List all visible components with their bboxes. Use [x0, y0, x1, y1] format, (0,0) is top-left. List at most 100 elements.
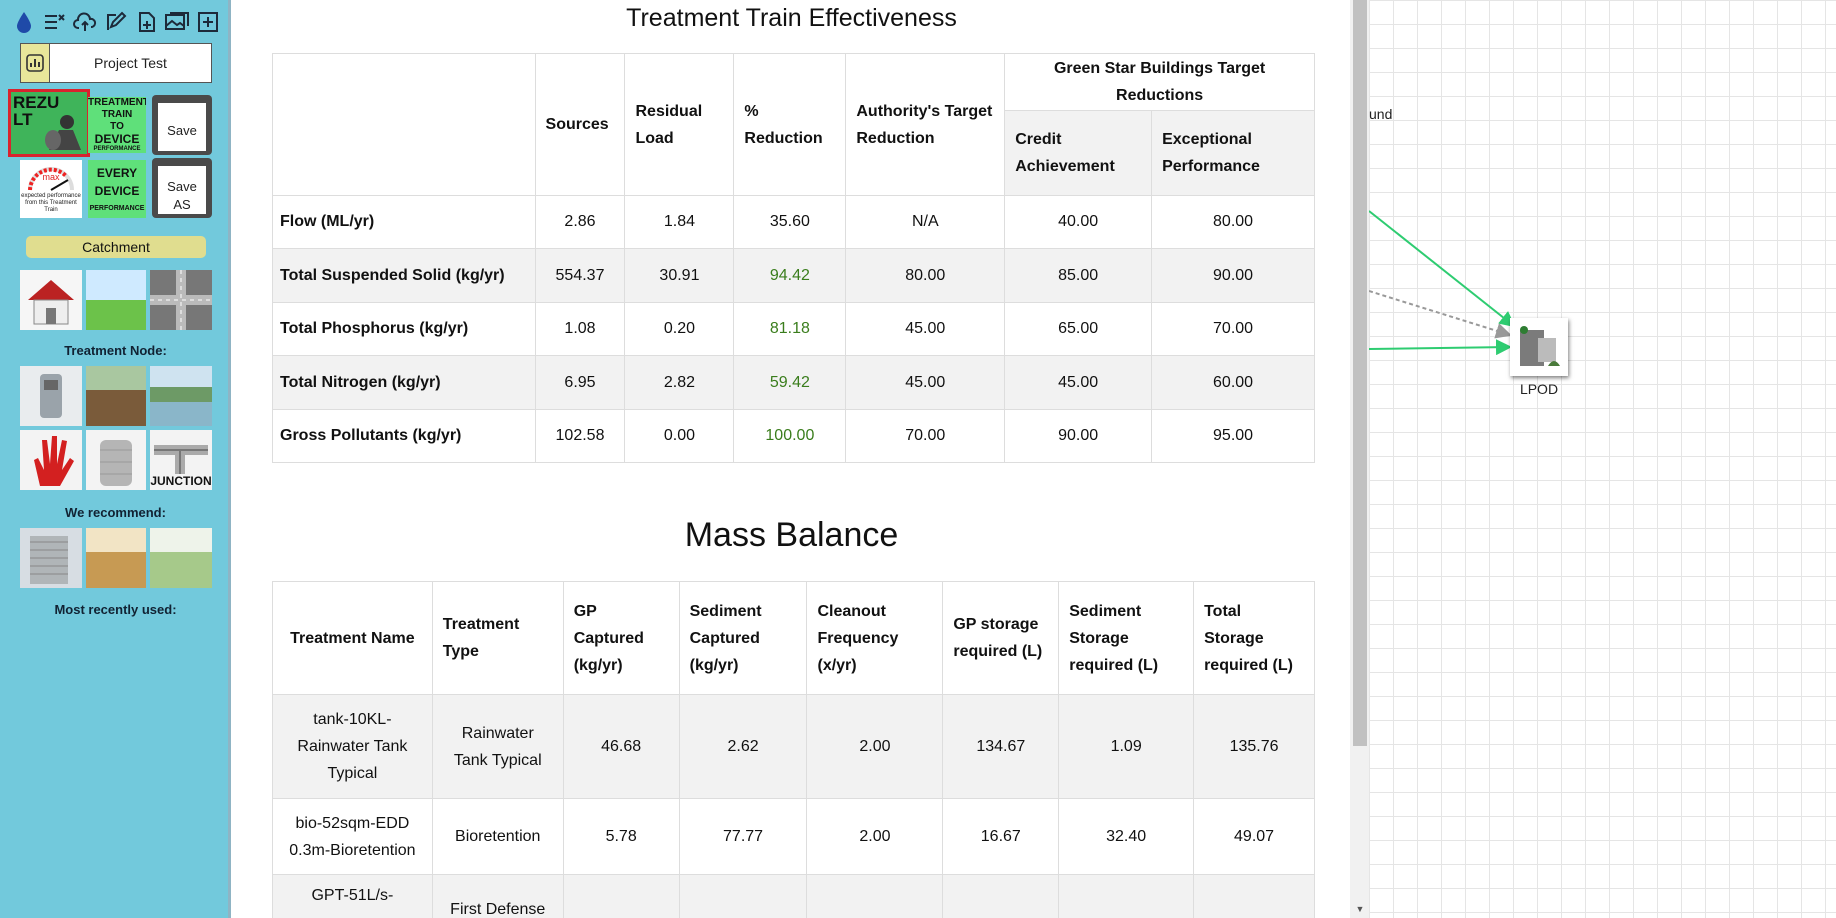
effectiveness-title: Treatment Train Effectiveness: [626, 4, 957, 32]
credit-cell: 90.00: [1004, 409, 1153, 463]
red-hand-icon: [34, 436, 74, 486]
max-label: max: [42, 172, 60, 182]
total-storage-cell: 135.76: [1193, 694, 1315, 799]
residual-cell: 0.00: [624, 409, 735, 463]
exceptional-cell: 95.00: [1151, 409, 1315, 463]
treatment-train-line3: TO: [110, 121, 124, 132]
rainwater-tank-icon: [100, 440, 132, 486]
result-tile-label: REZU LT: [13, 93, 60, 129]
table-row: Total Phosphorus (kg/yr) 1.08 0.20 81.18…: [272, 302, 1315, 356]
exceptional-cell: 70.00: [1151, 302, 1315, 356]
images-icon[interactable]: [165, 10, 190, 34]
treatment-train-line5: PERFORMANCE: [93, 146, 141, 152]
total-storage-cell: [1193, 874, 1315, 918]
save-button[interactable]: Save: [152, 95, 212, 155]
diagram-canvas[interactable]: und LPOD: [1369, 0, 1836, 918]
gp-captured-cell: 46.68: [562, 694, 680, 799]
junction-tile[interactable]: JUNCTION: [150, 430, 212, 490]
mass-balance-title: Mass Balance: [684, 516, 899, 554]
project-selector[interactable]: Project Test: [20, 43, 212, 83]
residual-cell: 2.82: [624, 355, 735, 410]
new-file-icon[interactable]: [135, 10, 159, 34]
scroll-down-arrow-icon[interactable]: ▼: [1355, 904, 1365, 914]
credit-cell: 45.00: [1004, 355, 1153, 410]
authority-cell: 45.00: [845, 355, 1006, 410]
residual-cell: 30.91: [624, 248, 735, 303]
road-intersection-tile[interactable]: [150, 270, 212, 330]
header-exceptional-performance: Exceptional Performance: [1151, 110, 1315, 196]
table-row: tank-10KL-Rainwater Tank Typical Rainwat…: [272, 694, 1315, 799]
header-treatment-name: Treatment Name: [272, 581, 433, 695]
flow-edge: [1369, 290, 1512, 339]
house-tile[interactable]: [20, 270, 82, 330]
treatment-name-cell: GPT-51L/s-: [272, 874, 433, 918]
bioretention-tile[interactable]: [86, 366, 146, 426]
gp-captured-cell: [562, 874, 680, 918]
header-cleanout-frequency: Cleanout Frequency (x/yr): [806, 581, 944, 695]
flow-edges: [1369, 210, 1516, 356]
silo-tank-icon: [30, 536, 68, 584]
flow-edge: [1369, 339, 1512, 356]
credit-cell: 40.00: [1004, 195, 1153, 249]
save-as-label: Save AS: [167, 179, 197, 212]
hand-tile[interactable]: [20, 430, 82, 490]
sediment-captured-cell: [678, 874, 808, 918]
lpod-node[interactable]: [1510, 318, 1568, 376]
row-label: Total Suspended Solid (kg/yr): [272, 248, 536, 303]
header-treatment-type: Treatment Type: [431, 581, 564, 695]
project-name: Project Test: [94, 55, 167, 71]
save-as-button[interactable]: Save AS: [152, 158, 212, 218]
add-box-icon[interactable]: [196, 10, 220, 34]
header-residual-load: Residual Load: [624, 53, 735, 196]
table-row: Total Nitrogen (kg/yr) 6.95 2.82 59.42 4…: [272, 355, 1315, 410]
authority-cell: 80.00: [845, 248, 1006, 303]
max-caption: expected performance from this Treatment…: [21, 193, 81, 213]
table-row: Flow (ML/yr) 2.86 1.84 35.60 N/A 40.00 8…: [272, 195, 1315, 249]
residual-cell: 0.20: [624, 302, 735, 356]
sources-cell: 1.08: [534, 302, 626, 356]
every-device-line2: DEVICE: [94, 184, 140, 198]
header-authority-target: Authority's Target Reduction: [845, 53, 1006, 196]
sidebar: Project Test REZU LT TREATMENT TRAIN TO …: [0, 0, 231, 918]
recommend-tank-tile[interactable]: [20, 528, 82, 588]
authority-cell: N/A: [845, 195, 1006, 249]
row-label: Total Phosphorus (kg/yr): [272, 302, 536, 356]
save-label: Save: [167, 123, 197, 138]
drop-icon[interactable]: [12, 10, 36, 34]
mass-balance-table: Treatment Name Treatment Type GP Capture…: [272, 581, 1315, 918]
sources-cell: 2.86: [534, 195, 626, 249]
reduction-cell: 35.60: [733, 195, 847, 249]
result-tile[interactable]: REZU LT: [8, 89, 90, 157]
table-row: Gross Pollutants (kg/yr) 102.58 0.00 100…: [272, 409, 1315, 463]
max-performance-tile[interactable]: max expected performance from this Treat…: [20, 160, 82, 218]
gauge-icon: [28, 167, 74, 191]
catchment-button[interactable]: Catchment: [26, 236, 206, 258]
wetland-tile[interactable]: [150, 366, 212, 426]
gpt-device-tile[interactable]: [20, 366, 82, 426]
grass-field-tile[interactable]: [86, 270, 146, 330]
treatment-train-tile[interactable]: TREATMENT TRAIN TO DEVICE PERFORMANCE: [88, 97, 146, 153]
sources-cell: 6.95: [534, 355, 626, 410]
gp-storage-cell: 134.67: [942, 694, 1060, 799]
cleanout-cell: 2.00: [806, 694, 944, 799]
recommend-filter-tile[interactable]: [86, 528, 146, 588]
recommend-label: We recommend:: [65, 505, 166, 520]
panel-scrollbar[interactable]: ▼: [1350, 0, 1369, 918]
gpt-device-icon: [40, 374, 62, 418]
gp-storage-cell: 16.67: [942, 798, 1060, 875]
edit-icon[interactable]: [104, 10, 128, 34]
credit-cell: 65.00: [1004, 302, 1153, 356]
results-panel: Treatment Train Effectiveness Sources Re…: [234, 0, 1349, 918]
table-row: Total Suspended Solid (kg/yr) 554.37 30.…: [272, 248, 1315, 303]
lpod-node-label: LPOD: [1519, 381, 1559, 397]
treatment-type-cell: First Defense: [431, 874, 564, 918]
tank-tile[interactable]: [86, 430, 146, 490]
cloud-upload-icon[interactable]: [73, 10, 97, 34]
checklist-icon[interactable]: [43, 10, 67, 34]
authority-cell: 70.00: [845, 409, 1006, 463]
every-device-tile[interactable]: EVERY DEVICE PERFORMANCE: [88, 160, 146, 218]
scrollbar-thumb[interactable]: [1353, 0, 1367, 746]
junction-pipe-icon: [154, 445, 208, 474]
recommend-biofilter-tile[interactable]: [150, 528, 212, 588]
row-label: Flow (ML/yr): [272, 195, 536, 249]
